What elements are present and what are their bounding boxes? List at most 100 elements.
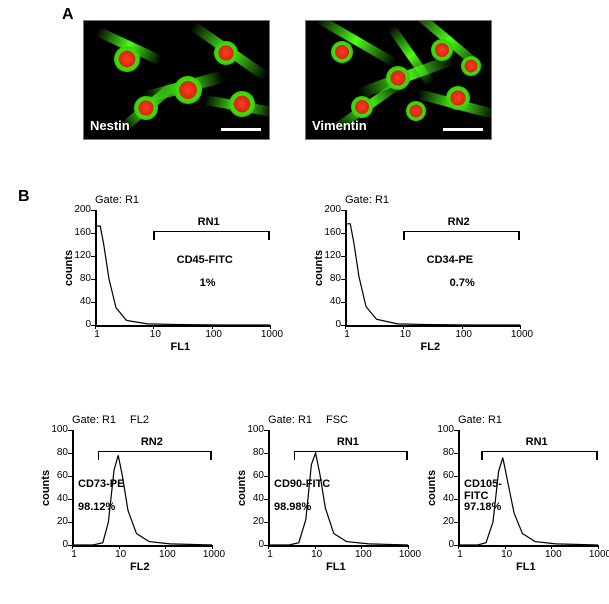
scalebar-icon	[221, 128, 261, 131]
x-axis-label: FL2	[130, 561, 150, 573]
plot-top-label: FL2	[130, 414, 149, 426]
x-tick-mark	[268, 545, 269, 549]
x-axis	[72, 545, 212, 547]
region-label: RN1	[198, 216, 220, 228]
y-tick: 20	[44, 516, 68, 527]
x-tick-mark	[345, 325, 346, 329]
histogram-curve	[95, 210, 270, 325]
y-tick: 160	[317, 227, 341, 238]
marker-label: CD105-FITC	[464, 478, 524, 502]
cell-nucleus	[331, 41, 353, 63]
x-axis	[268, 545, 408, 547]
x-tick: 1000	[200, 549, 228, 560]
facs-histogram: Gate: R1040801201602001101001000countsFL…	[345, 210, 520, 325]
cell-nucleus	[351, 96, 373, 118]
x-tick-mark	[361, 545, 362, 549]
region-label: RN1	[337, 436, 359, 448]
gate-label: Gate: R1	[458, 414, 502, 426]
y-tick: 20	[240, 516, 264, 527]
cell-nucleus	[114, 46, 140, 72]
x-tick-mark	[505, 545, 506, 549]
x-axis	[458, 545, 598, 547]
percent-label: 0.7%	[450, 277, 475, 289]
y-tick: 80	[430, 447, 454, 458]
x-tick-mark	[462, 325, 463, 329]
y-tick: 200	[317, 204, 341, 215]
y-tick: 100	[240, 424, 264, 435]
cell-nucleus	[446, 86, 470, 110]
x-tick-mark	[408, 545, 409, 549]
x-tick-mark	[153, 325, 154, 329]
cell-nucleus	[214, 41, 238, 65]
marker-label: CD90-FITC	[274, 478, 334, 490]
x-tick: 10	[303, 549, 331, 560]
panel-a-label: A	[62, 6, 74, 24]
region-bracket	[481, 451, 598, 452]
y-tick: 200	[67, 204, 91, 215]
facs-histogram: Gate: R1040801201602001101001000countsFL…	[95, 210, 270, 325]
cell-nucleus	[386, 66, 410, 90]
x-tick: 1000	[396, 549, 424, 560]
x-tick: 100	[450, 329, 478, 340]
x-tick-mark	[95, 325, 96, 329]
y-axis-label: counts	[236, 469, 248, 505]
x-axis-label: FL2	[421, 341, 441, 353]
facs-histogram: Gate: R1FL20204060801001101001000countsF…	[72, 430, 212, 545]
y-axis-label: counts	[40, 469, 52, 505]
x-tick-mark	[520, 325, 521, 329]
x-tick-mark	[119, 545, 120, 549]
region-bracket	[294, 451, 408, 452]
marker-label: CD34-PE	[427, 254, 473, 266]
plot-top-label: FSC	[326, 414, 348, 426]
x-tick: 1000	[586, 549, 609, 560]
gate-label: Gate: R1	[268, 414, 312, 426]
x-tick: 100	[349, 549, 377, 560]
x-axis-label: FL1	[171, 341, 191, 353]
microscopy-vimentin: Vimentin	[305, 20, 492, 140]
x-tick-mark	[403, 325, 404, 329]
x-tick-mark	[551, 545, 552, 549]
stain-label-vimentin: Vimentin	[312, 118, 367, 133]
x-tick-mark	[458, 545, 459, 549]
gate-label: Gate: R1	[72, 414, 116, 426]
cell-nucleus	[134, 96, 158, 120]
x-tick: 1	[446, 549, 474, 560]
region-bracket	[98, 451, 212, 452]
region-label: RN2	[448, 216, 470, 228]
x-axis-label: FL1	[326, 561, 346, 573]
x-tick-mark	[72, 545, 73, 549]
x-tick-mark	[270, 325, 271, 329]
y-tick: 40	[67, 296, 91, 307]
percent-label: 98.98%	[274, 501, 311, 513]
microscopy-nestin: Nestin	[83, 20, 270, 140]
x-tick: 10	[493, 549, 521, 560]
gate-label: Gate: R1	[95, 194, 139, 206]
cell-process	[315, 20, 397, 67]
cell-nucleus	[174, 76, 202, 104]
y-axis-label: counts	[313, 249, 325, 285]
y-tick: 20	[430, 516, 454, 527]
region-label: RN2	[141, 436, 163, 448]
x-tick-mark	[315, 545, 316, 549]
histogram-curve	[345, 210, 520, 325]
region-bracket	[153, 231, 270, 232]
x-tick: 1000	[258, 329, 286, 340]
x-tick: 10	[391, 329, 419, 340]
scalebar-icon	[443, 128, 483, 131]
x-tick: 10	[107, 549, 135, 560]
x-tick-mark	[212, 325, 213, 329]
x-tick: 1	[256, 549, 284, 560]
x-axis	[345, 325, 520, 327]
x-tick: 1000	[508, 329, 536, 340]
y-tick: 80	[240, 447, 264, 458]
y-axis-label: counts	[426, 469, 438, 505]
y-tick: 100	[44, 424, 68, 435]
figure-root: A Nestin Vimentin B G	[0, 0, 609, 604]
x-tick: 1	[83, 329, 111, 340]
x-tick-mark	[165, 545, 166, 549]
region-label: RN1	[526, 436, 548, 448]
facs-histogram: Gate: R10204060801001101001000countsFL1R…	[458, 430, 598, 545]
x-axis	[95, 325, 270, 327]
x-tick: 100	[200, 329, 228, 340]
y-tick: 80	[44, 447, 68, 458]
